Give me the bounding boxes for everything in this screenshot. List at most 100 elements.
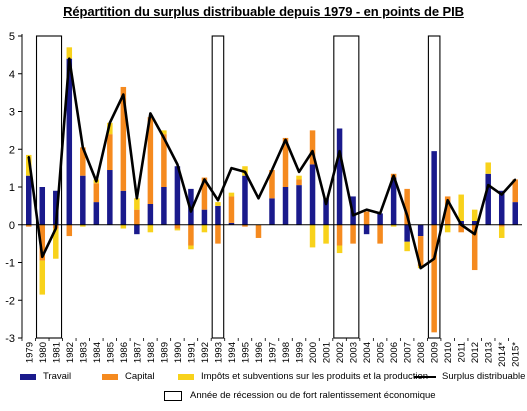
bar-travail <box>26 175 32 225</box>
legend-swatch-capital <box>102 373 118 380</box>
bar-capital <box>471 224 478 271</box>
bar-impots <box>66 47 73 59</box>
bar-impots <box>498 226 505 238</box>
surplus-point <box>176 163 179 166</box>
x-tick-label: 1983 <box>78 342 89 363</box>
bar-impots <box>80 224 86 227</box>
bar-capital <box>431 224 437 333</box>
legend-swatch-recession <box>164 390 182 401</box>
bar-capital <box>255 224 262 238</box>
bar-travail <box>93 202 100 225</box>
x-tick-label: 1980 <box>38 342 49 363</box>
legend-swatch-surplus <box>414 375 436 378</box>
bar-travail <box>161 187 167 225</box>
x-tick-label: 1985 <box>105 342 116 363</box>
bar-impots <box>134 198 140 210</box>
bar-capital <box>350 224 356 244</box>
surplus-point <box>27 155 30 158</box>
recession-box <box>211 35 225 339</box>
x-tick-label: 1989 <box>159 342 170 363</box>
legend-item-recession: Année de récession ou de fort ralentisse… <box>164 390 436 401</box>
bar-capital <box>201 177 208 210</box>
x-tick-label: 1991 <box>186 342 197 363</box>
bar-travail <box>336 128 343 225</box>
surplus-point <box>95 180 98 183</box>
bar-travail <box>147 203 154 225</box>
bar-impots <box>444 224 451 233</box>
bar-capital <box>39 224 46 261</box>
surplus-point <box>460 223 463 226</box>
bar-impots <box>309 224 316 248</box>
bar-capital <box>444 196 451 225</box>
legend-item-capital: Capital <box>102 371 155 382</box>
x-tick-label: 1993 <box>213 342 224 363</box>
bar-travail <box>471 220 478 225</box>
legend-label-recession: Année de récession ou de fort ralentisse… <box>190 390 436 401</box>
surplus-point <box>271 169 273 171</box>
legend-item-surplus: Surplus distribuable <box>414 371 525 382</box>
bar-impots <box>201 224 208 233</box>
bar-travail <box>66 58 73 225</box>
bar-travail <box>39 187 46 225</box>
surplus-point <box>244 171 246 173</box>
x-tick-label: 2000 <box>308 342 319 363</box>
bar-travail <box>417 224 424 237</box>
bar-capital <box>66 224 73 237</box>
x-tick-label: 1986 <box>119 342 130 363</box>
y-tick-label: 5 <box>9 31 15 43</box>
bar-travail <box>120 190 127 225</box>
surplus-point <box>203 178 206 181</box>
surplus-point <box>122 93 125 96</box>
bar-capital <box>161 134 167 187</box>
bar-impots <box>471 209 478 221</box>
surplus-point <box>54 227 57 230</box>
bar-impots <box>296 175 302 180</box>
surplus-point <box>514 178 517 181</box>
bar-travail <box>363 224 370 235</box>
surplus-point <box>392 174 395 177</box>
bar-capital <box>296 179 302 186</box>
x-tick-label: 2002 <box>335 342 346 363</box>
bar-impots <box>174 228 181 231</box>
surplus-point <box>230 167 233 170</box>
bar-capital <box>336 224 343 246</box>
bar-impots <box>336 245 343 254</box>
bar-capital <box>269 170 275 199</box>
bar-travail <box>269 198 275 225</box>
surplus-point <box>433 257 436 260</box>
bar-travail <box>485 173 491 225</box>
x-tick-label: 2010 <box>443 342 454 363</box>
bar-travail <box>498 190 505 225</box>
bar-capital <box>80 147 86 176</box>
surplus-point <box>257 197 260 200</box>
bar-impots <box>390 224 397 227</box>
legend-label-impots: Impôts et subventions sur les produits e… <box>201 371 429 382</box>
x-tick-label: 1994 <box>227 342 238 363</box>
legend-item-travail: Travail <box>20 371 71 382</box>
surplus-point <box>487 184 490 187</box>
bar-impots <box>228 192 235 197</box>
bar-capital <box>377 224 383 244</box>
bar-impots <box>147 224 154 233</box>
bar-impots <box>120 224 127 229</box>
bar-capital <box>147 117 154 204</box>
surplus-point <box>338 150 341 153</box>
x-tick-label: 1984 <box>92 342 103 363</box>
bar-impots <box>188 245 194 250</box>
surplus-point <box>81 146 84 149</box>
surplus-point <box>365 208 368 211</box>
x-tick-label: 2012 <box>470 342 481 363</box>
x-tick-label: 1997 <box>268 342 279 363</box>
bar-capital <box>512 179 518 203</box>
x-tick-label: 2001 <box>322 342 333 363</box>
x-tick-label: 1998 <box>281 342 292 363</box>
bar-capital <box>93 183 100 203</box>
legend: Travail Capital Impôts et subventions su… <box>14 368 525 410</box>
bar-capital <box>215 224 221 244</box>
axes-group: 5 4 3 2 1 0 -1 -2 -3 1979 1980 1981 1982 1983 1984 1985… <box>5 31 522 367</box>
surplus-point <box>162 137 165 139</box>
surplus-point <box>190 210 192 213</box>
surplus-point <box>379 212 382 215</box>
bar-travail <box>201 209 208 225</box>
bar-travail <box>242 175 248 225</box>
